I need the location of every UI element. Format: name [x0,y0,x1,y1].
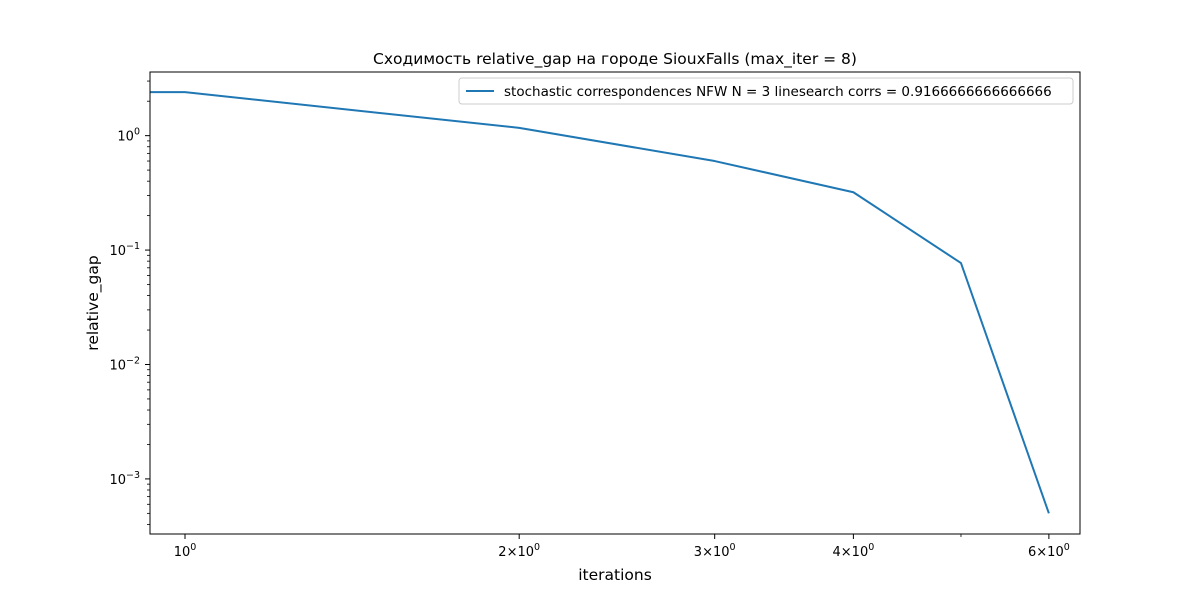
legend-entry-label: stochastic correspondences NFW N = 3 lin… [504,84,1052,100]
x-tick-label: 4×100 [833,542,875,560]
y-axis-label: relative_gap [84,255,103,350]
y-tick-label: 10−1 [109,241,140,259]
x-tick-label: 6×100 [1028,542,1070,560]
y-tick-label: 10−3 [109,470,140,488]
plot-frame [149,71,1081,535]
chart-title: Сходимость relative_gap на городе SiouxF… [373,50,857,69]
y-tick-label: 10−2 [109,355,140,373]
series-line [150,91,1050,514]
x-tick-label: 3×100 [694,542,736,560]
y-tick-label: 100 [117,127,140,145]
x-axis: 100 2×100 3×100 4×100 6×100 [174,534,1070,560]
x-axis-label: iterations [578,566,652,584]
legend-box [458,77,1074,105]
y-axis: 100 10−1 10−2 10−3 [109,80,150,525]
plot-area [150,91,1050,514]
legend: stochastic correspondences NFW N = 3 lin… [458,77,1074,105]
x-tick-label: 2×100 [498,542,540,560]
